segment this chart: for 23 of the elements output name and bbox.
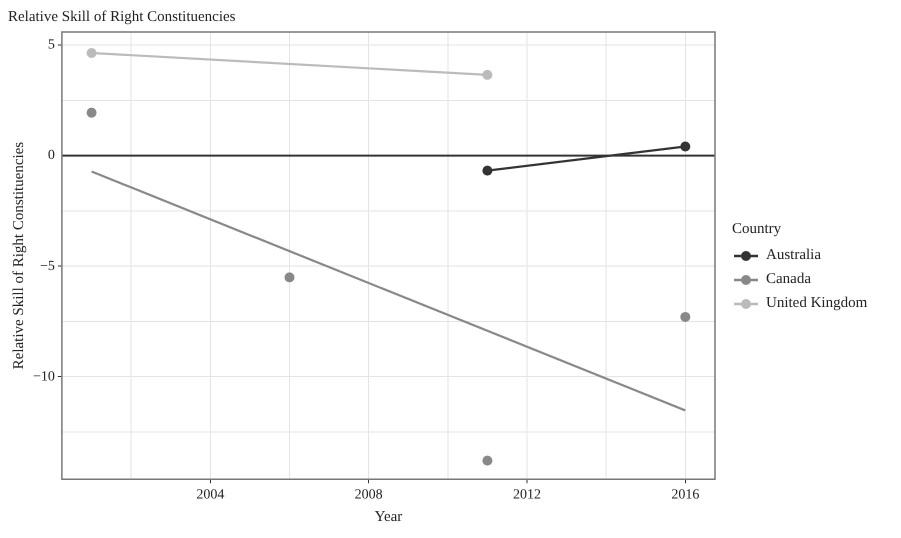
point (86, 108, 97, 118)
legend-title: Country (732, 220, 782, 238)
point (680, 312, 690, 322)
point (482, 70, 492, 80)
point (680, 142, 690, 152)
y-tick-label: 0 (48, 148, 55, 164)
legend-label: Australia (766, 247, 821, 264)
x-tick-label: 2012 (512, 487, 541, 502)
x-tick-label: 2016 (671, 487, 700, 502)
x-axis-title: Year (374, 508, 402, 525)
y-axis-title: Relative Skill of Right Constituencies (10, 142, 27, 370)
point (482, 166, 492, 176)
y-tick-label: −10 (32, 369, 55, 384)
x-tick-label: 2004 (196, 487, 224, 502)
legend-label: United Kingdom (766, 295, 868, 312)
y-tick-label: −5 (40, 258, 55, 274)
point (284, 272, 294, 282)
chart-title: Relative Skill of Right Constituencies (8, 8, 236, 25)
y-tick-label: 5 (48, 38, 55, 53)
x-tick-label: 2008 (354, 487, 383, 502)
point (86, 48, 97, 58)
point (482, 456, 492, 466)
legend-label: Canada (766, 271, 811, 288)
